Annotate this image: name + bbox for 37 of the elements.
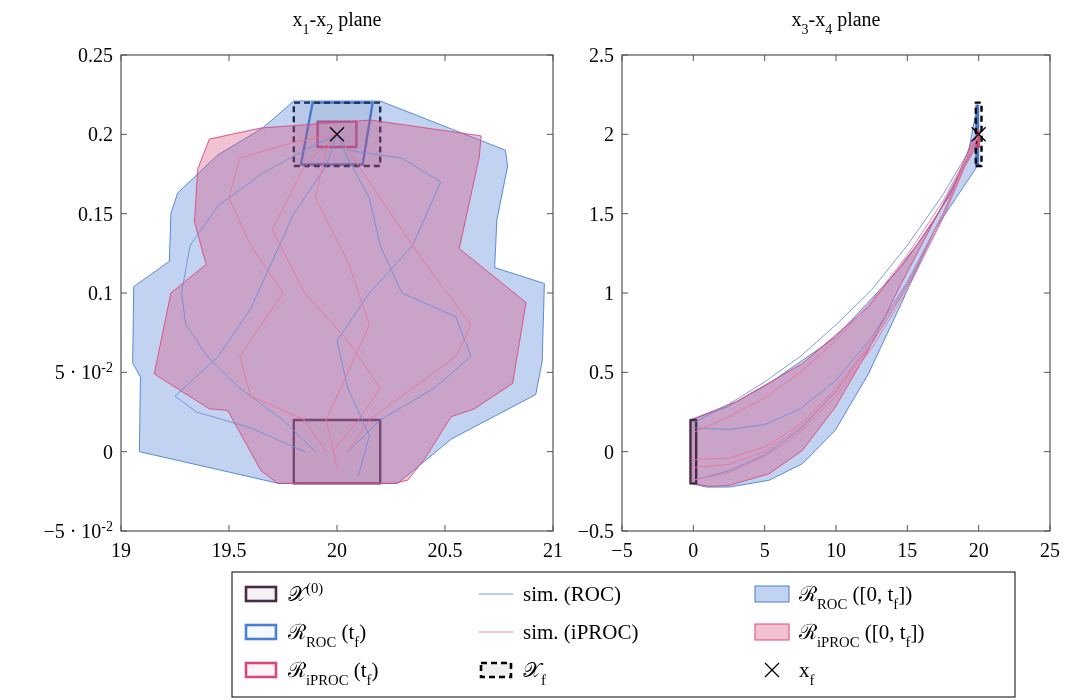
- x-tick-label: 5: [759, 539, 770, 561]
- x-tick-label: −5: [611, 539, 633, 561]
- x-tick-label: 20: [968, 539, 989, 561]
- legend-label: ℛ$_{ROC}$ (t$_{f}$): [287, 620, 367, 650]
- y-tick-label: 0: [103, 440, 113, 463]
- x-tick-label: 20: [327, 539, 347, 561]
- y-tick-label: 0: [604, 440, 614, 463]
- legend-label: x$_{f}$: [799, 658, 815, 688]
- x-tick-label: 25: [1040, 539, 1060, 561]
- x-tick-label: 0: [688, 539, 699, 561]
- y-tick-label: 2: [604, 123, 614, 146]
- y-tick-label: 5 · 10$^{-2}$: [54, 359, 113, 384]
- legend-label: sim. (iPROC): [523, 620, 639, 644]
- chart-title: x$_{1}$-x$_{2}$ plane: [292, 8, 382, 37]
- chart-title: x$_{3}$-x$_{4}$ plane: [791, 8, 881, 37]
- legend-label: ℛ$_{iPROC}$ (t$_{f}$): [287, 658, 379, 688]
- legend-label: sim. (ROC): [523, 582, 622, 606]
- y-tick-label: −5 · 10$^{-2}$: [43, 518, 113, 542]
- x-tick-label: 21: [543, 539, 563, 561]
- y-tick-label: 0.5: [589, 361, 614, 384]
- x-tick-label: 20.5: [427, 539, 463, 561]
- y-tick-label: 0.1: [88, 282, 113, 304]
- y-tick-label: 0.15: [78, 202, 113, 225]
- legend-label: ℛ$_{ROC}$ ([0, t$_{f}$]): [798, 582, 913, 612]
- legend-label: ℛ$_{iPROC}$ ([0, t$_{f}$]): [798, 620, 925, 650]
- x-tick-label: 10: [826, 539, 846, 561]
- y-tick-label: 1.5: [589, 202, 614, 225]
- x-tick-label: 15: [897, 539, 918, 561]
- y-tick-label: 2.5: [589, 44, 614, 66]
- x-tick-label: 19.5: [211, 539, 247, 561]
- y-tick-label: 1: [604, 282, 614, 304]
- legend-label: 𝒳$_{f}$: [523, 658, 546, 688]
- y-tick-label: 0.25: [78, 44, 113, 66]
- x-tick-label: 19: [111, 539, 131, 561]
- y-tick-label: −0.5: [577, 520, 614, 542]
- legend-label: 𝒳$^{(0)}$: [288, 580, 324, 606]
- y-tick-label: 0.2: [88, 123, 113, 146]
